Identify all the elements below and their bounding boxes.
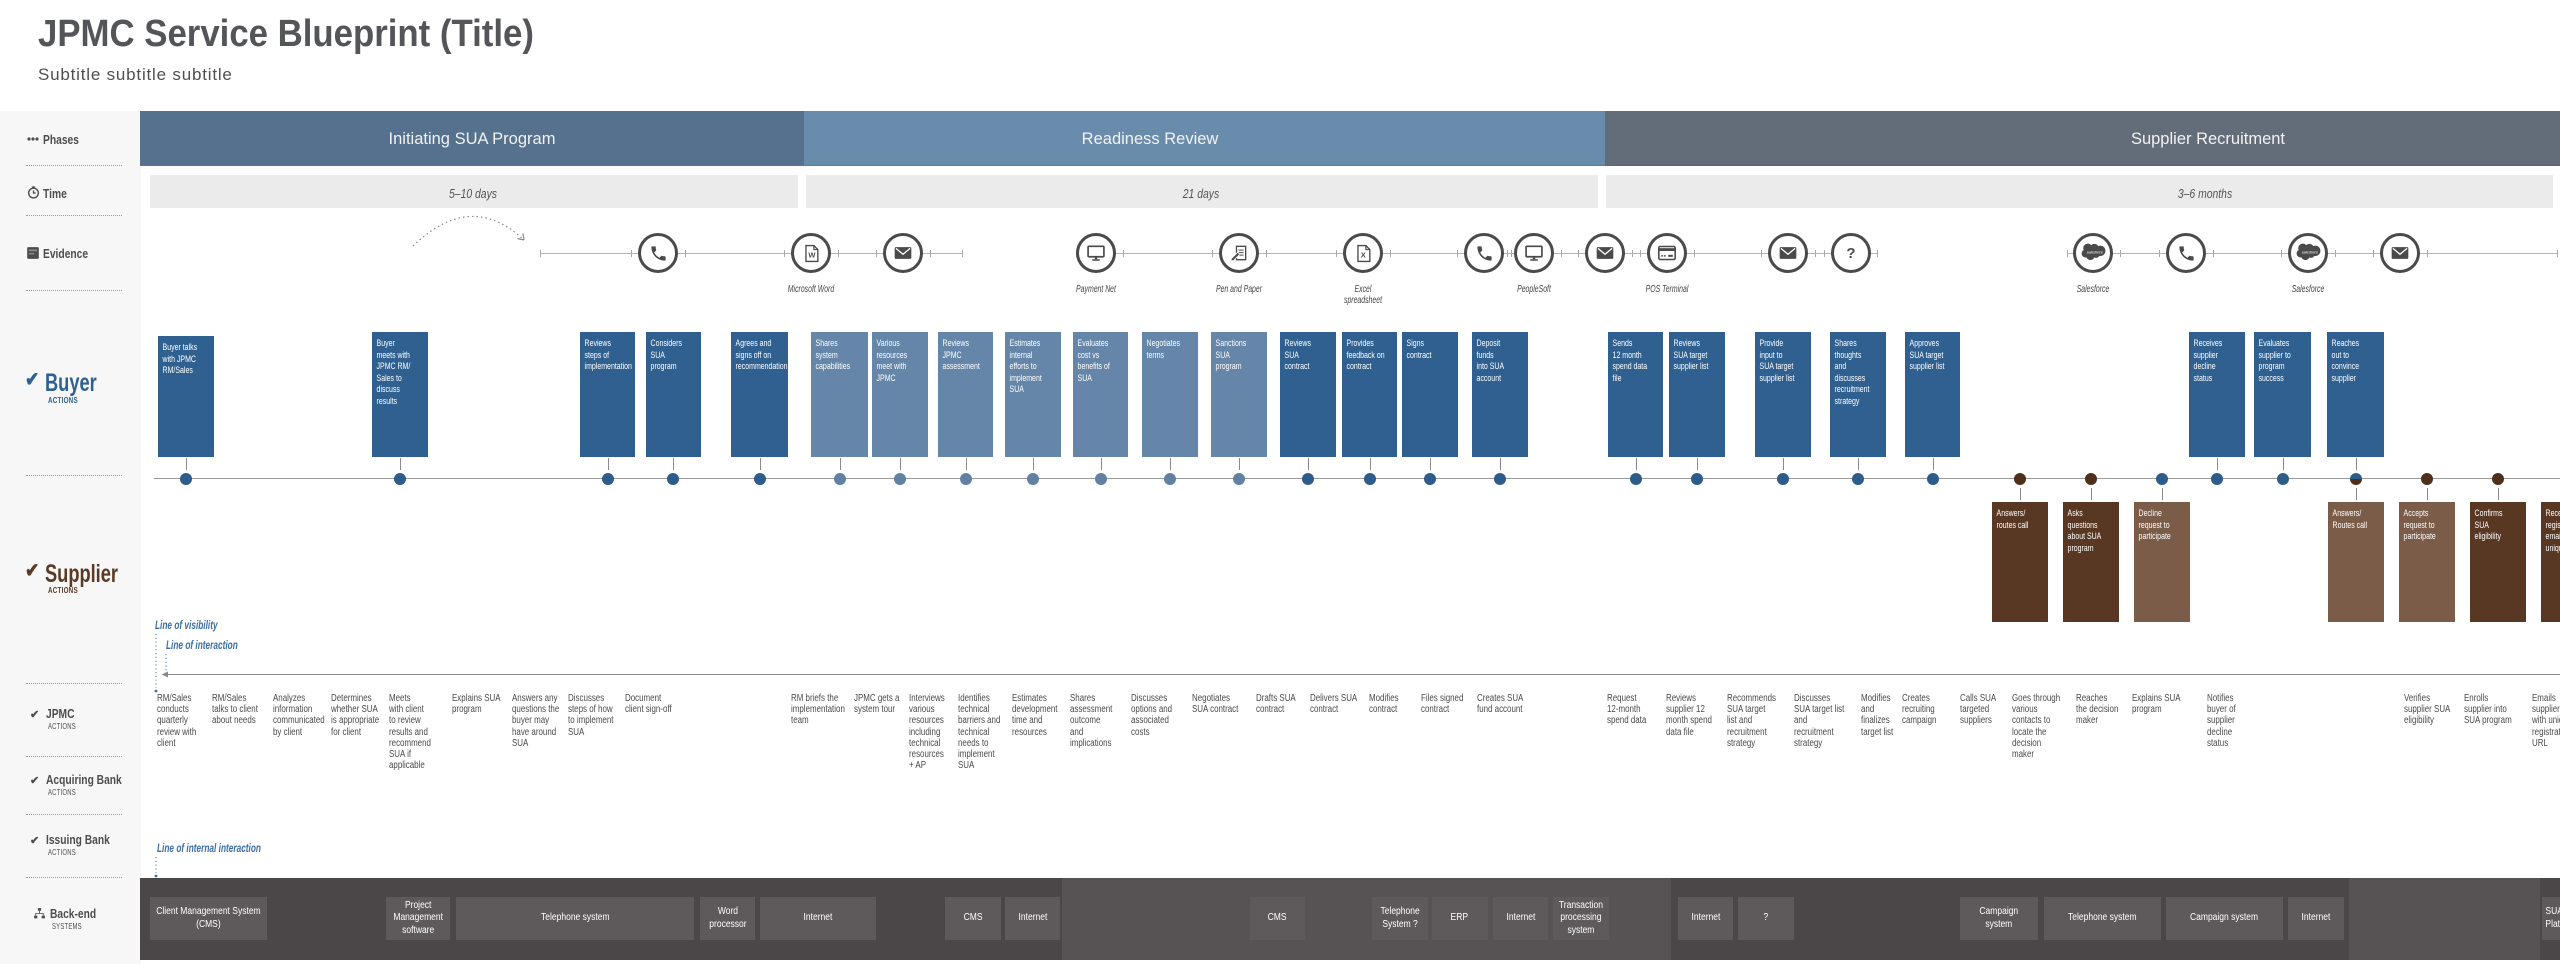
- svg-text:salesforce: salesforce: [2086, 250, 2102, 254]
- svg-text:X: X: [1360, 250, 1365, 259]
- svg-text:salesforce: salesforce: [2301, 250, 2317, 254]
- svg-text:W: W: [808, 250, 816, 259]
